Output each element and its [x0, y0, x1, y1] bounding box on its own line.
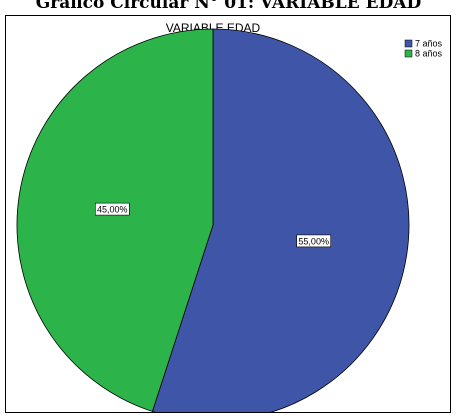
pie-data-labels: 55,00% 45,00% — [95, 202, 332, 248]
document-caption: Gráfico Circular N° 01: VARIABLE EDAD — [35, 0, 422, 13]
pie-slices — [16, 28, 410, 418]
data-label-text: 45,00% — [97, 205, 128, 215]
data-label-text: 55,00% — [298, 236, 329, 246]
legend-label-2: 8 años — [415, 49, 443, 59]
legend-label-1: 7 años — [415, 39, 443, 49]
data-label-box — [296, 234, 332, 248]
pie-slice-2 — [16, 28, 214, 412]
chart-frame: VARIABLE EDAD 55,00% 45,00% 7 años 8 años — [5, 15, 451, 418]
data-label-box — [95, 202, 130, 216]
legend-swatch-2 — [404, 49, 413, 58]
data-label-1: 55,00% — [296, 234, 332, 248]
legend-swatch-1 — [404, 39, 413, 48]
data-label-2: 45,00% — [95, 202, 130, 216]
